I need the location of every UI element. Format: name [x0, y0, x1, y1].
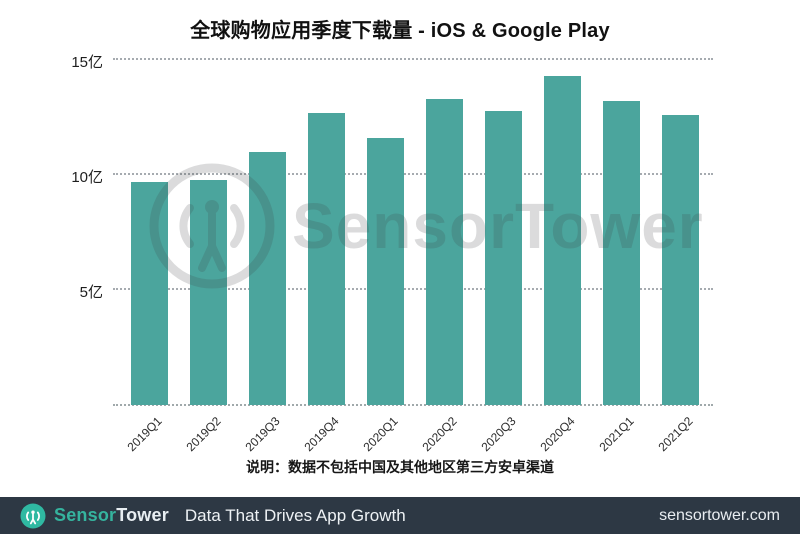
bar-2019q2: [190, 180, 227, 405]
x-tick-label: 2019Q4: [301, 414, 342, 455]
bar-2021q2: [662, 115, 699, 405]
bar-2020q2: [426, 99, 463, 405]
x-tick-label: 2021Q1: [596, 414, 637, 455]
footer-tagline: Data That Drives App Growth: [184, 505, 406, 525]
sensortower-logo-icon: [20, 503, 46, 528]
y-tick-label: 10亿: [71, 169, 103, 186]
x-tick-label: 2019Q2: [183, 414, 224, 455]
chart-title: 全球购物应用季度下载量 - iOS & Google Play: [190, 20, 610, 42]
footnote: 说明：数据不包括中国及其他地区第三方安卓渠道: [246, 459, 554, 475]
x-tick-label: 2020Q1: [360, 414, 401, 455]
gridline: [113, 58, 713, 60]
x-tick-label: 2020Q4: [537, 414, 578, 455]
footer-website: sensortower.com: [659, 506, 780, 524]
footer-bar: SensorTower Data That Drives App Growth …: [0, 497, 800, 534]
x-tick-label: 2019Q3: [242, 414, 283, 455]
gridline: [113, 173, 713, 175]
bar-2019q4: [308, 113, 345, 405]
x-tick-label: 2021Q2: [655, 414, 696, 455]
x-axis-baseline: [113, 404, 713, 406]
bar-2020q4: [544, 76, 581, 405]
x-tick-label: 2020Q2: [419, 414, 460, 455]
gridline: [113, 288, 713, 290]
bar-2019q3: [249, 152, 286, 405]
brand-sensor: Sensor: [54, 505, 117, 525]
brand-name: SensorTower: [54, 505, 169, 526]
footer-brand: SensorTower: [20, 503, 169, 529]
bar-2020q1: [367, 138, 404, 405]
plot-area: [113, 58, 713, 406]
brand-tower: Tower: [116, 505, 169, 525]
bar-2019q1: [131, 182, 168, 405]
y-tick-label: 5亿: [79, 284, 103, 301]
x-tick-label: 2019Q1: [124, 414, 165, 455]
bar-2020q3: [485, 111, 522, 405]
x-tick-label: 2020Q3: [478, 414, 519, 455]
bar-2021q1: [603, 101, 640, 405]
y-tick-label: 15亿: [71, 54, 103, 71]
